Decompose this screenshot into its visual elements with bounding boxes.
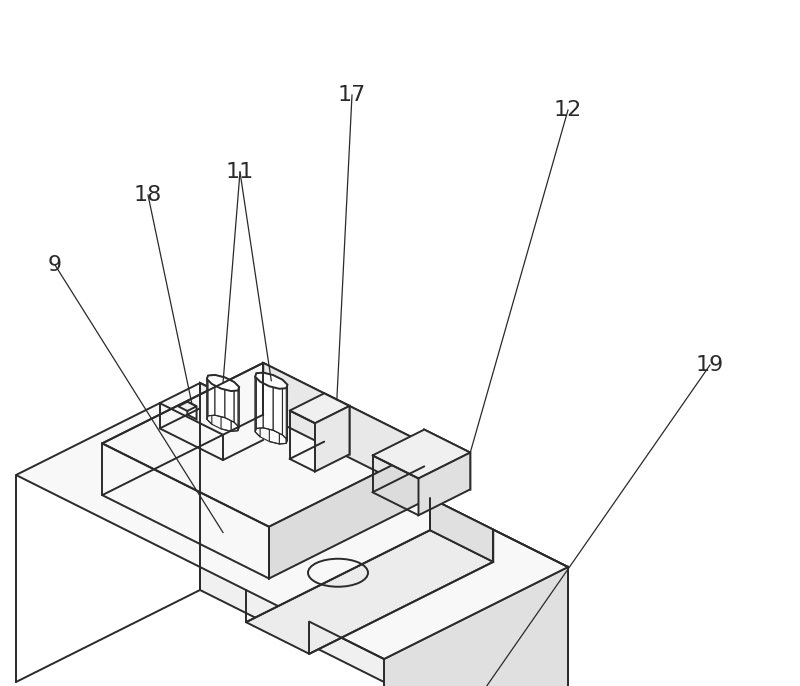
- Polygon shape: [274, 375, 282, 435]
- Polygon shape: [315, 406, 350, 471]
- Polygon shape: [430, 498, 494, 562]
- Polygon shape: [256, 372, 263, 429]
- Polygon shape: [418, 453, 470, 515]
- Polygon shape: [102, 363, 430, 527]
- Polygon shape: [231, 390, 238, 431]
- Polygon shape: [263, 372, 274, 430]
- Text: 11: 11: [226, 162, 254, 182]
- Polygon shape: [269, 447, 430, 578]
- Polygon shape: [225, 377, 234, 423]
- Polygon shape: [373, 429, 470, 478]
- Polygon shape: [187, 402, 197, 419]
- Text: 12: 12: [554, 100, 582, 120]
- Polygon shape: [207, 375, 239, 391]
- Polygon shape: [246, 530, 494, 654]
- Polygon shape: [263, 363, 430, 498]
- Polygon shape: [290, 393, 350, 423]
- Polygon shape: [255, 377, 260, 437]
- Polygon shape: [255, 373, 256, 432]
- Polygon shape: [221, 388, 231, 431]
- Text: 19: 19: [696, 355, 724, 375]
- Polygon shape: [282, 380, 287, 440]
- Polygon shape: [279, 388, 286, 444]
- Polygon shape: [16, 383, 568, 659]
- Polygon shape: [207, 375, 208, 419]
- Polygon shape: [215, 375, 225, 418]
- Polygon shape: [255, 372, 287, 389]
- Polygon shape: [234, 382, 239, 427]
- Polygon shape: [424, 429, 470, 489]
- Polygon shape: [238, 387, 239, 431]
- Text: 9: 9: [48, 255, 62, 275]
- Polygon shape: [208, 375, 215, 416]
- Polygon shape: [384, 567, 568, 686]
- Polygon shape: [178, 402, 197, 411]
- Polygon shape: [200, 383, 263, 440]
- Text: 17: 17: [338, 85, 366, 105]
- Polygon shape: [270, 386, 279, 444]
- Polygon shape: [324, 393, 350, 454]
- Text: 18: 18: [134, 185, 162, 205]
- Polygon shape: [286, 385, 287, 443]
- Polygon shape: [207, 379, 212, 424]
- Polygon shape: [200, 383, 568, 686]
